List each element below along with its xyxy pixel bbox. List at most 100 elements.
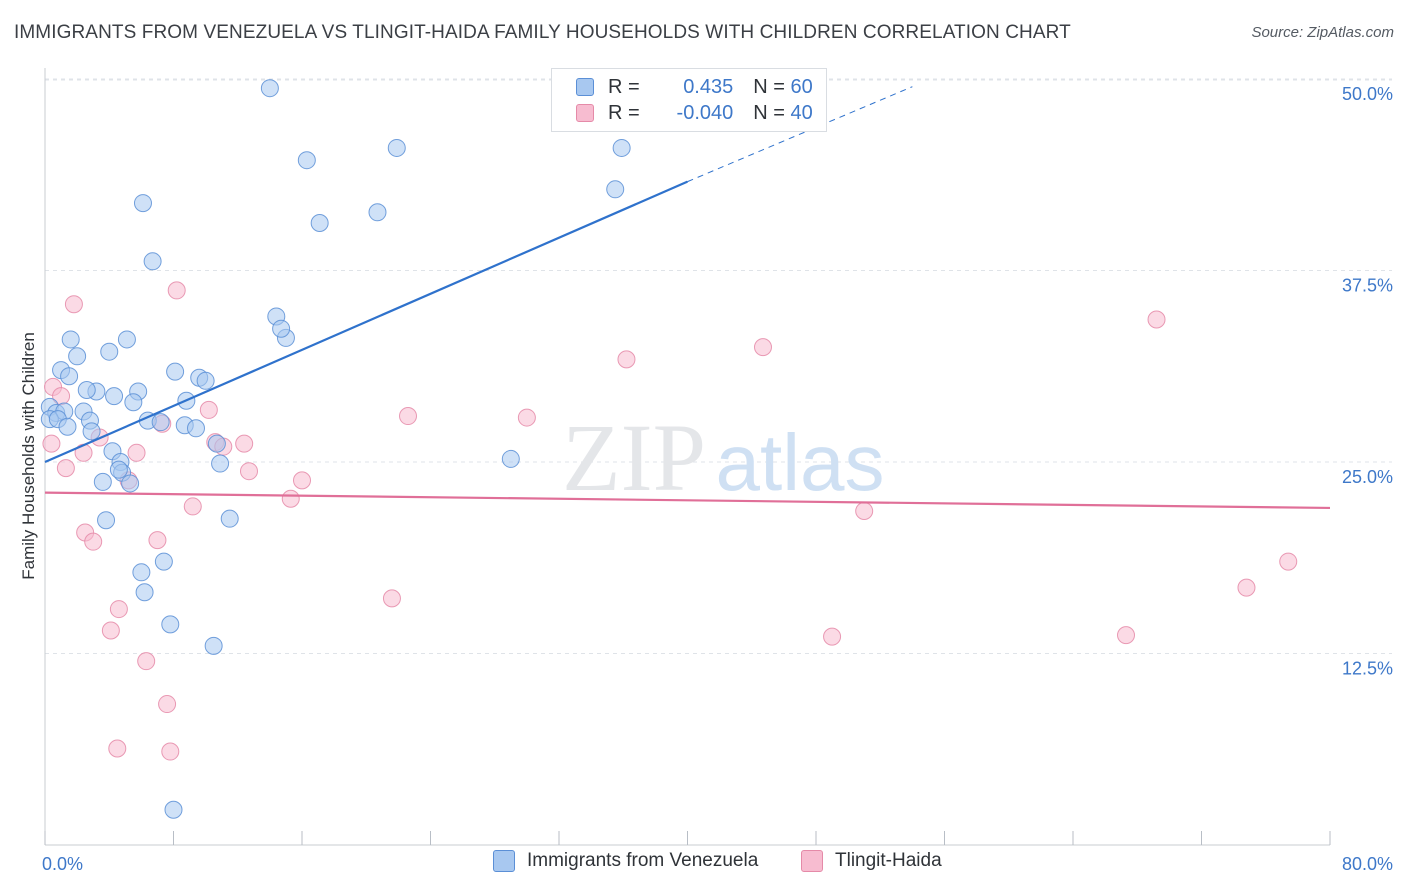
data-point-venezuela — [606, 180, 625, 199]
legend-label-venezuela: Immigrants from Venezuela — [527, 850, 759, 871]
legend-swatch-blue — [576, 78, 594, 96]
data-point-venezuela — [61, 330, 80, 349]
data-point-tlingit — [239, 462, 258, 481]
data-point-tlingit — [56, 459, 75, 478]
data-point-venezuela — [297, 151, 316, 170]
data-point-tlingit — [148, 531, 167, 550]
trend-lines — [44, 86, 1331, 510]
data-point-venezuela — [387, 138, 406, 157]
data-point-tlingit — [183, 497, 202, 516]
legend-swatch-blue — [493, 850, 515, 872]
data-point-venezuela — [68, 347, 87, 366]
legend-n-value: 40 — [790, 101, 813, 124]
data-point-venezuela — [161, 615, 180, 634]
data-point-tlingit — [64, 295, 83, 314]
data-point-tlingit — [517, 408, 536, 427]
data-point-venezuela — [207, 434, 226, 453]
data-point-tlingit — [855, 502, 874, 521]
legend-r-label: R = — [608, 101, 646, 124]
data-point-tlingit — [1117, 626, 1136, 645]
data-point-tlingit — [235, 434, 254, 453]
axes — [44, 68, 1331, 846]
data-point-venezuela — [186, 419, 205, 438]
data-point-tlingit — [1237, 578, 1256, 597]
data-point-venezuela — [97, 511, 116, 530]
legend-item-venezuela[interactable]: Immigrants from Venezuela — [493, 850, 758, 872]
trend-line-venezuela-extension — [687, 86, 913, 183]
grid — [45, 78, 1392, 654]
y-axis-title: Family Households with Children — [19, 332, 38, 580]
data-point-venezuela — [124, 393, 143, 412]
legend-r-value: -0.040 — [676, 101, 734, 124]
data-point-tlingit — [382, 589, 401, 608]
data-point-tlingit — [127, 443, 146, 462]
data-point-venezuela — [612, 138, 631, 157]
legend-r-value: 0.435 — [683, 75, 734, 98]
data-point-tlingit — [84, 532, 103, 551]
data-point-venezuela — [151, 413, 170, 432]
data-point-tlingit — [617, 350, 636, 369]
legend-n-label: N = — [753, 101, 791, 124]
data-point-tlingit — [293, 471, 311, 490]
legend-r-label: R = — [608, 75, 646, 98]
data-point-venezuela — [117, 330, 136, 349]
data-point-tlingit — [1279, 552, 1298, 571]
data-point-tlingit — [108, 739, 127, 758]
data-point-venezuela — [501, 449, 520, 468]
trend-line-tlingit — [44, 491, 1331, 510]
y-tick-label: 37.5% — [1342, 276, 1393, 296]
series-legend: Immigrants from Venezuela Tlingit-Haida — [0, 850, 1406, 878]
data-point-venezuela — [154, 552, 173, 571]
tick-labels: 12.5% 25.0% 37.5% 50.0% 0.0% 80.0% — [42, 84, 1393, 874]
source-label: Source: ZipAtlas.com — [1251, 24, 1394, 41]
y-tick-label: 12.5% — [1342, 659, 1393, 679]
y-tick-label: 25.0% — [1342, 467, 1393, 487]
data-point-venezuela — [166, 362, 185, 381]
series-tlingit-haida — [42, 281, 1298, 761]
watermark-zip: ZIP — [562, 404, 706, 511]
data-point-venezuela — [310, 214, 329, 233]
data-point-venezuela — [105, 387, 124, 406]
data-point-venezuela — [133, 194, 152, 213]
chart-title: IMMIGRANTS FROM VENEZUELA VS TLINGIT-HAI… — [14, 22, 1071, 43]
data-point-venezuela — [220, 509, 239, 528]
data-point-tlingit — [101, 621, 120, 640]
data-point-venezuela — [211, 454, 230, 473]
data-point-venezuela — [100, 342, 119, 361]
legend-n-value: 60 — [790, 75, 813, 98]
legend-row-tlingit: R = -0.040 N = 40 — [576, 100, 813, 126]
data-point-venezuela — [143, 252, 162, 271]
data-point-venezuela — [77, 380, 96, 399]
data-point-tlingit — [161, 742, 180, 761]
data-point-tlingit — [199, 400, 218, 419]
legend-swatch-pink — [576, 104, 594, 122]
data-point-venezuela — [121, 474, 140, 493]
data-point-tlingit — [158, 695, 177, 714]
data-point-venezuela — [93, 472, 112, 491]
legend-item-tlingit[interactable]: Tlingit-Haida — [801, 850, 942, 872]
data-point-tlingit — [281, 489, 300, 508]
data-point-venezuela — [58, 417, 77, 436]
series-venezuela — [40, 79, 631, 819]
legend-row-venezuela: R = 0.435 N = 60 — [576, 74, 813, 100]
correlation-legend: R = 0.435 N = 60 R = -0.040 N = 40 — [551, 68, 827, 132]
data-point-venezuela — [132, 563, 151, 582]
x-tick-label: 80.0% — [1342, 854, 1393, 874]
data-point-venezuela — [82, 422, 101, 441]
watermark-atlas: atlas — [716, 418, 885, 507]
x-tick-label: 0.0% — [42, 854, 83, 874]
data-point-tlingit — [42, 434, 61, 453]
data-point-venezuela — [60, 367, 79, 386]
data-point-venezuela — [164, 800, 183, 819]
data-point-tlingit — [753, 338, 772, 357]
legend-label-tlingit: Tlingit-Haida — [835, 850, 942, 871]
data-point-tlingit — [1147, 310, 1166, 329]
data-point-venezuela — [135, 583, 154, 602]
data-point-tlingit — [823, 627, 842, 646]
data-point-tlingit — [137, 652, 156, 671]
trend-line-venezuela — [44, 180, 688, 464]
data-point-tlingit — [109, 600, 128, 619]
legend-swatch-pink — [801, 850, 823, 872]
data-point-venezuela — [260, 79, 279, 98]
